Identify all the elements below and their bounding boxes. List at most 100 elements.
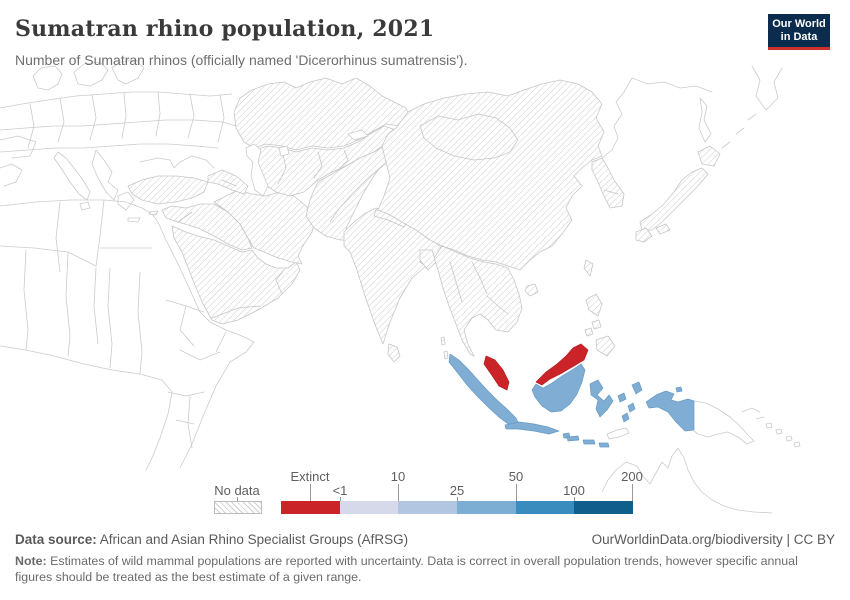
coast-iberia xyxy=(0,163,23,187)
no-data-internal-borders xyxy=(177,149,619,319)
coast-papua-new-guinea xyxy=(693,400,755,445)
africa-border-chad xyxy=(93,267,99,345)
page-title: Sumatran rhino population, 2021 xyxy=(15,16,435,42)
map-region-korea[interactable] xyxy=(591,157,625,209)
coast-sakhalin xyxy=(698,97,712,143)
coast-scandinavia-2 xyxy=(73,61,109,87)
map-region-caucasus[interactable] xyxy=(207,169,249,195)
map-region-sulawesi[interactable] xyxy=(589,379,614,418)
map-region-philippines-visayas-2[interactable] xyxy=(584,327,594,337)
africa-border-sahel-4 xyxy=(137,271,143,375)
coast-black-sea xyxy=(139,155,215,169)
map-region-lesser-sunda-3[interactable] xyxy=(598,442,610,448)
owid-logo-line2: in Data xyxy=(780,31,818,43)
coast-solomon-3 xyxy=(785,435,793,442)
africa-border-east-1 xyxy=(167,391,205,397)
coast-africa-west xyxy=(0,345,173,471)
map-region-cyprus[interactable] xyxy=(148,210,159,216)
legend-segment-extinct[interactable] xyxy=(281,501,340,514)
legend-segment-25-50[interactable] xyxy=(457,501,516,514)
coast-australia-north xyxy=(615,447,773,514)
africa-border-east-2 xyxy=(175,419,195,425)
map-region-iran[interactable] xyxy=(213,189,317,265)
map-region-maluku-2[interactable] xyxy=(627,402,636,413)
coast-sicily xyxy=(79,201,91,211)
legend-segment-10-25[interactable] xyxy=(398,501,458,514)
africa-border-east-3 xyxy=(187,395,193,449)
map-region-kalimantan[interactable] xyxy=(531,363,586,413)
coast-italy xyxy=(53,151,91,201)
map-region-maluku-3[interactable] xyxy=(621,412,630,423)
map-region-japan-kyushu[interactable] xyxy=(635,227,653,243)
map-region-indochina[interactable] xyxy=(433,245,523,357)
coast-crete xyxy=(127,217,141,223)
legend-segment-50-100[interactable] xyxy=(515,501,575,514)
map-region-lesser-sunda-2[interactable] xyxy=(582,439,596,445)
africa-border-ethiopia xyxy=(179,305,195,347)
europe-border-v4 xyxy=(121,92,127,139)
caspian-sea xyxy=(245,143,269,197)
border-uzbek-turkmen xyxy=(277,149,287,185)
legend-segment-100-200[interactable] xyxy=(574,501,634,514)
map-region-taiwan[interactable] xyxy=(583,259,594,277)
coast-greece xyxy=(117,191,135,211)
no-data-countries-layer xyxy=(127,77,721,363)
map-region-maluku-1[interactable] xyxy=(617,392,627,403)
europe-border-north xyxy=(0,91,233,109)
map-region-afghanistan-pakistan[interactable] xyxy=(305,143,397,241)
indonesia-layer xyxy=(448,353,695,448)
map-region-central-asia[interactable] xyxy=(253,125,397,197)
map-region-lesser-sunda-1[interactable] xyxy=(566,435,580,442)
attribution-link[interactable]: OurWorldinData.org/biodiversity | CC BY xyxy=(591,532,835,547)
map-region-japan-honshu[interactable] xyxy=(639,167,709,231)
coast-australia-west xyxy=(601,469,617,493)
europe-border-south xyxy=(0,143,219,153)
map-region-sri-lanka[interactable] xyxy=(387,343,401,363)
aral-sea xyxy=(278,145,290,157)
map-region-peninsular-malaysia[interactable] xyxy=(483,355,510,391)
data-source-line: Data source: African and Asian Rhino Spe… xyxy=(15,532,408,547)
europe-border-v7 xyxy=(217,94,225,143)
africa-border-libya xyxy=(55,201,61,273)
africa-border-egypt xyxy=(95,199,105,267)
coast-scandinavia xyxy=(32,65,63,91)
africa-border-sahel-3 xyxy=(107,267,113,369)
map-region-bangladesh[interactable] xyxy=(419,249,437,271)
map-region-hainan[interactable] xyxy=(524,283,539,297)
border-caucasus-internal xyxy=(221,179,237,187)
border-thailand-laos xyxy=(471,261,488,295)
map-region-japan-shikoku[interactable] xyxy=(655,223,671,235)
map-region-turkey[interactable] xyxy=(127,175,209,205)
coast-kuril-1 xyxy=(721,141,731,149)
map-region-west-papua[interactable] xyxy=(645,390,695,432)
map-region-biak[interactable] xyxy=(675,386,683,393)
map-region-levant-iraq[interactable] xyxy=(161,203,253,251)
map-region-arabian-peninsula[interactable] xyxy=(171,225,301,325)
coast-timor xyxy=(606,427,630,440)
map-region-east-malaysia[interactable] xyxy=(535,343,589,386)
owid-logo-line1: Our World xyxy=(772,18,826,30)
map-region-japan-hokkaido[interactable] xyxy=(697,145,721,167)
map-region-mongolia[interactable] xyxy=(419,113,519,161)
owid-logo[interactable]: Our World in Data xyxy=(768,14,830,50)
coast-solomon-4 xyxy=(793,441,801,448)
map-region-philippines-visayas-1[interactable] xyxy=(591,319,602,330)
coast-africa-northeast xyxy=(0,199,255,469)
map-region-philippines-luzon[interactable] xyxy=(585,293,603,317)
map-region-andaman-2[interactable] xyxy=(443,350,449,360)
europe-border-v5 xyxy=(155,91,161,137)
europe-border-v6 xyxy=(187,93,195,139)
extinct-countries-layer xyxy=(483,343,589,391)
legend-segment-lt1-10[interactable] xyxy=(339,501,399,514)
map-region-java[interactable] xyxy=(504,421,560,435)
legend-no-data-swatch[interactable] xyxy=(214,501,262,514)
africa-border-somalia xyxy=(215,331,227,353)
europe-border-mid xyxy=(0,119,237,131)
border-kyrgyz-tajik xyxy=(339,149,349,169)
note-label: Note: xyxy=(15,554,47,568)
coast-okhotsk xyxy=(631,77,713,93)
coast-kuril-3 xyxy=(747,113,757,121)
map-region-philippines-mindanao[interactable] xyxy=(595,335,616,357)
map-region-halmahera[interactable] xyxy=(631,381,643,395)
map-region-andaman-1[interactable] xyxy=(440,336,446,346)
